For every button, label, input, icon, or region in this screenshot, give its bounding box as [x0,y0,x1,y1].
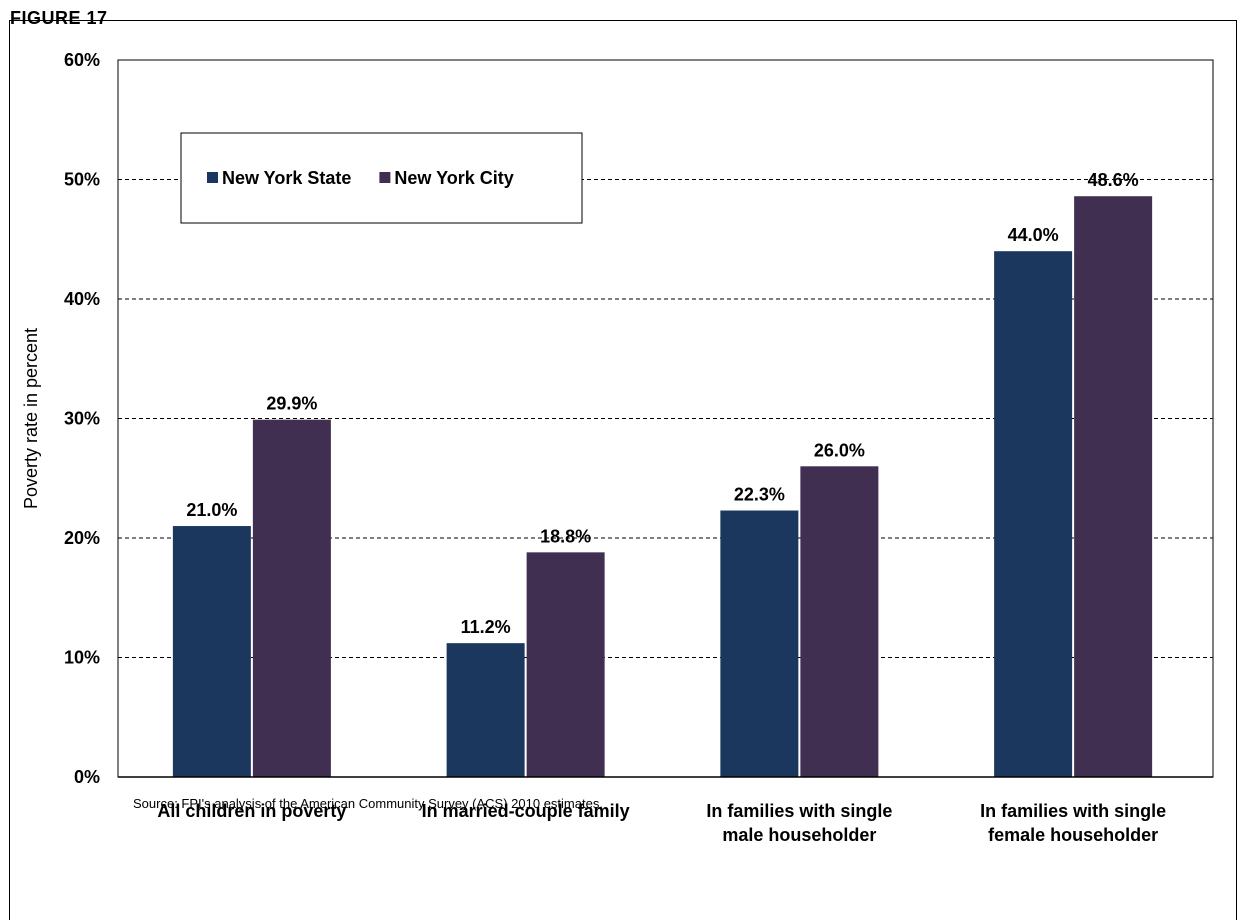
bar [720,510,799,777]
y-tick-label: 20% [64,528,100,548]
figure-frame: FIGURE 17 [9,8,1237,920]
y-tick-label: 50% [64,170,100,190]
x-category-label: All children in poverty [157,801,346,821]
figure-label: FIGURE 17 [10,8,108,28]
data-label: 22.3% [734,485,785,505]
axes: 0% 10% 20% 30% 40% 50% 60% Poverty rate in perc… [21,50,1213,845]
bars [172,196,1153,778]
data-label: 18.8% [540,526,591,546]
x-category-label: male householder [722,825,876,845]
legend-label: New York City [394,168,513,188]
x-category-label: female householder [988,825,1158,845]
data-label: 21.0% [186,500,237,520]
bar [1074,196,1153,778]
y-axis-title: Poverty rate in percent [21,328,41,509]
x-category-label: In married-couple family [422,801,630,821]
bar [446,643,525,777]
bar [994,251,1073,777]
legend-swatch [379,172,391,183]
y-tick-label: 10% [64,648,100,668]
data-label: 44.0% [1008,225,1059,245]
data-label: 11.2% [461,617,511,637]
y-tick-label: 40% [64,289,100,309]
source-note: Source: FPI's analysis of the American C… [133,796,603,811]
x-category-label: In families with single [980,801,1166,821]
y-tick-label: 30% [64,409,100,429]
y-tick-label: 60% [64,50,100,70]
legend-swatch [207,172,218,183]
bar [252,419,331,777]
data-label: 29.9% [266,394,317,414]
x-category-label: In families with single [706,801,892,821]
bar [172,526,251,777]
data-labels: 21.0% 29.9% 11.2% 18.8% 22.3% 26.0% 44.0% 48.6% [186,170,1138,637]
legend-label: New York State [222,168,351,188]
legend: New York State New York City [180,132,583,224]
data-label: 26.0% [814,440,865,460]
bar [526,552,605,777]
bar [800,466,879,777]
y-tick-label: 0% [74,767,100,787]
data-label: 48.6% [1088,170,1139,190]
